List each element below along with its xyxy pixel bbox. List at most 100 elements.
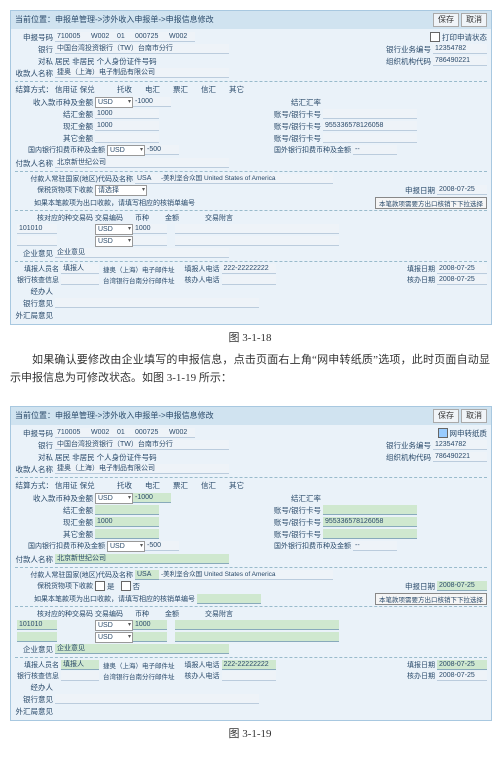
yhyj-label: 银行意见 [15, 298, 55, 309]
cancel-button-2[interactable]: 取消 [461, 409, 487, 423]
jsfs3: 电汇 [145, 85, 160, 94]
jy1amt-2[interactable]: 1000 [133, 620, 167, 630]
tbdw-label: 捷奥（上海）电子邮件址 [103, 264, 177, 274]
jy1note-2[interactable] [175, 620, 339, 630]
fkr-label: 付款人名称 [15, 158, 55, 169]
yhywbh-label: 银行业务编号 [386, 44, 433, 55]
jsfs-lbl-2: 结算方式： [15, 480, 55, 491]
qt2-lbl: 账号/银行卡号 [251, 133, 323, 144]
jy1note[interactable] [175, 224, 339, 234]
jy2note[interactable] [175, 236, 339, 246]
jy2-2[interactable] [17, 632, 57, 642]
bz-no: 否 [133, 581, 141, 592]
tbtel-val: 222-22222222 [222, 264, 276, 274]
jy1-2[interactable]: 101010 [17, 620, 57, 630]
dh-opts-2: 居民 非居民 个人身份证件号码 [55, 452, 225, 463]
jy2amt [133, 236, 167, 246]
kf-cur-2[interactable]: USD [107, 541, 145, 552]
zzjg-val: 786490221 [433, 56, 487, 66]
xh2-val-2[interactable]: 955336578126058 [323, 517, 417, 527]
save-button-2[interactable]: 保存 [433, 409, 459, 423]
gj-code-2[interactable]: USA [135, 570, 159, 580]
yhyj-val[interactable] [55, 298, 259, 308]
sbbh-1: 710005 [55, 32, 89, 42]
qt-val-2[interactable] [95, 529, 159, 539]
separator [15, 81, 487, 82]
qt2-val-2[interactable] [323, 529, 417, 539]
c1-lbl: 收入款币种及金额 [15, 97, 95, 108]
hcrq-val: 2008-07-25 [437, 275, 487, 285]
yhh-label: 银行核查信息 [15, 275, 61, 285]
jsfs2: 托收 [117, 85, 132, 94]
print-checkbox[interactable] [430, 32, 440, 42]
convert-checkbox[interactable] [438, 428, 448, 438]
wh-tag[interactable]: 本笔款项需要方出口核销下下拉选择 [375, 197, 487, 209]
tbtel-val-2[interactable]: 222-22222222 [222, 660, 276, 670]
save-button[interactable]: 保存 [433, 13, 459, 27]
qy-val: 企业意见 [55, 248, 229, 258]
qy-val-2[interactable]: 企业意见 [55, 644, 229, 654]
xh2-lbl: 账号/银行卡号 [251, 121, 323, 132]
print-label: 打印申请状态 [442, 32, 487, 43]
kf-cur[interactable]: USD [107, 145, 145, 156]
sbr-label: 申报日期 [405, 185, 437, 196]
separator [15, 657, 487, 658]
jsfs6: 其它 [229, 85, 244, 94]
skr-lbl-2: 收款人名称 [15, 464, 55, 475]
yhyj-val-2[interactable] [55, 694, 259, 704]
jy2note-2[interactable] [175, 632, 339, 642]
zh-lbl: 账号/银行卡号 [251, 109, 323, 120]
tbrq-val-2[interactable]: 2008-07-25 [437, 660, 487, 670]
jy2cur-2[interactable]: USD [95, 632, 133, 643]
fkr-val-2[interactable]: 北京新世纪公司 [55, 554, 229, 564]
kf-lbl-2: 国内银行扣费币种及金额 [15, 541, 107, 551]
yhywbh-lbl-2: 银行业务编号 [386, 440, 433, 451]
c1-amt-2[interactable]: -1000 [133, 493, 171, 503]
cancel-button[interactable]: 取消 [461, 13, 487, 27]
sbr-val-2[interactable]: 2008-07-25 [437, 581, 487, 591]
jy1amt: 1000 [133, 224, 167, 234]
zh-val-2[interactable] [323, 505, 417, 515]
breadcrumb-text-2: 当前位置：申报单管理->涉外收入申报单->申报信息修改 [15, 410, 214, 421]
rem-lbl-2: 经办人 [15, 682, 55, 693]
wh-input[interactable] [197, 594, 261, 604]
fkr-val: 北京新世纪公司 [55, 158, 229, 168]
bz-chk-no[interactable] [121, 581, 131, 591]
jy1cur-2[interactable]: USD [95, 620, 133, 631]
dh-label: 对私 [15, 56, 55, 67]
jh-val-2[interactable] [95, 505, 159, 515]
kf-amt: -500 [145, 145, 179, 155]
caption-2: 图 3-1-19 [10, 725, 490, 741]
gw-lbl: 国外银行扣费币种及金额 [251, 145, 353, 155]
wh-tag-2[interactable]: 本笔款项需要方出口核销下下拉选择 [375, 593, 487, 605]
qt2-lbl-2: 账号/银行卡号 [251, 529, 323, 540]
jsfs4-2: 票汇 [173, 480, 201, 491]
sbbh5-2: W002 [167, 428, 195, 438]
dh-opts: 居民 非居民 个人身份证件号码 [55, 56, 225, 67]
bz-sel[interactable]: 请选择 [95, 185, 147, 196]
cur-sel[interactable]: USD [95, 97, 133, 108]
jy1cur[interactable]: USD [95, 224, 133, 235]
jy1: 101010 [17, 224, 57, 234]
xh2-val: 955336578126058 [323, 121, 417, 131]
body-text: 如果确认要修改由企业填写的申报信息，点击页面右上角“网申转纸质”选项，此时页面自… [10, 351, 490, 388]
jym-lbl-2: 核对应的种交易码 [15, 609, 95, 619]
tbtel-label: 填报人电话 [185, 264, 222, 274]
jh-val: 1000 [95, 109, 159, 119]
xh-val-2[interactable]: 1000 [95, 517, 159, 527]
jyhdr2-2: 币种 [135, 609, 165, 619]
jy2cur[interactable]: USD [95, 236, 133, 247]
tbr-val-2[interactable]: 填报人 [61, 660, 99, 670]
sbbh1-2: 710005 [55, 428, 89, 438]
rem-label: 经办人 [15, 286, 55, 297]
bz-chk-yes[interactable] [95, 581, 105, 591]
c1-amt: -1000 [133, 97, 171, 107]
qy-lbl-2: 企业意见 [15, 644, 55, 655]
whyj-lbl-2: 外汇局意见 [15, 706, 55, 717]
cur-sel-2[interactable]: USD [95, 493, 133, 504]
hl-lbl-2: 结汇汇率 [251, 493, 323, 504]
sbbh-4: 000725 [133, 32, 167, 42]
jsfs4: 票汇 [173, 85, 188, 94]
jy2amt-2[interactable] [133, 632, 167, 642]
tbdw-lbl-2: 捷奥（上海）电子邮件址 [103, 660, 177, 670]
